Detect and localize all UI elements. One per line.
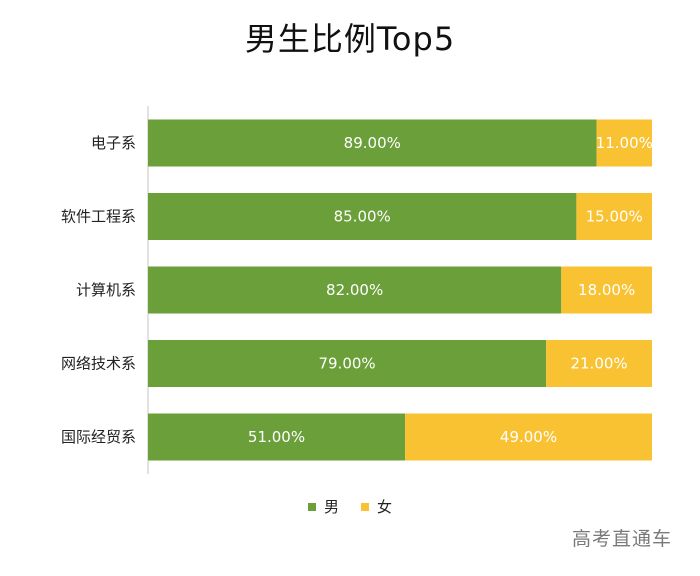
chart-title: 男生比例Top5: [244, 20, 456, 58]
category-label: 电子系: [91, 134, 136, 152]
category-label: 计算机系: [76, 281, 136, 299]
bar-male[interactable]: [148, 193, 577, 240]
bar-male[interactable]: [148, 340, 547, 387]
legend-label-female: 女: [377, 498, 393, 516]
bar-female[interactable]: [596, 119, 652, 167]
bars-group: [148, 119, 652, 461]
value-label-female: 15.00%: [586, 208, 643, 226]
legend-label-male: 男: [323, 498, 339, 516]
value-label-male: 85.00%: [334, 208, 391, 226]
category-label: 网络技术系: [61, 355, 136, 373]
legend: 男 女: [0, 496, 700, 517]
legend-item-male[interactable]: 男: [307, 496, 339, 517]
category-label: 国际经贸系: [61, 428, 136, 446]
labels-group: 电子系 89.00% 11.00% 软件工程系 85.00% 15.00% 计算机系 82.0…: [61, 134, 653, 446]
bar-female[interactable]: [561, 266, 652, 314]
bar-male[interactable]: [148, 413, 406, 461]
value-label-male: 51.00%: [248, 428, 305, 446]
value-label-male: 79.00%: [318, 355, 375, 373]
value-label-female: 18.00%: [578, 281, 635, 299]
value-label-female: 21.00%: [570, 355, 627, 373]
category-label: 软件工程系: [61, 208, 136, 226]
watermark: 高考直通车: [571, 528, 672, 550]
value-label-male: 89.00%: [344, 134, 401, 152]
bar-male[interactable]: [148, 266, 562, 314]
value-label-male: 82.00%: [326, 281, 383, 299]
bar-female[interactable]: [576, 193, 652, 240]
legend-swatch-male: [307, 502, 316, 511]
bar-female[interactable]: [405, 413, 652, 461]
bar-male[interactable]: [148, 119, 597, 167]
value-label-female: 11.00%: [596, 134, 653, 152]
bar-female[interactable]: [546, 340, 652, 387]
legend-swatch-female: [361, 502, 369, 511]
legend-item-female[interactable]: 女: [361, 496, 392, 517]
value-label-female: 49.00%: [500, 428, 557, 446]
